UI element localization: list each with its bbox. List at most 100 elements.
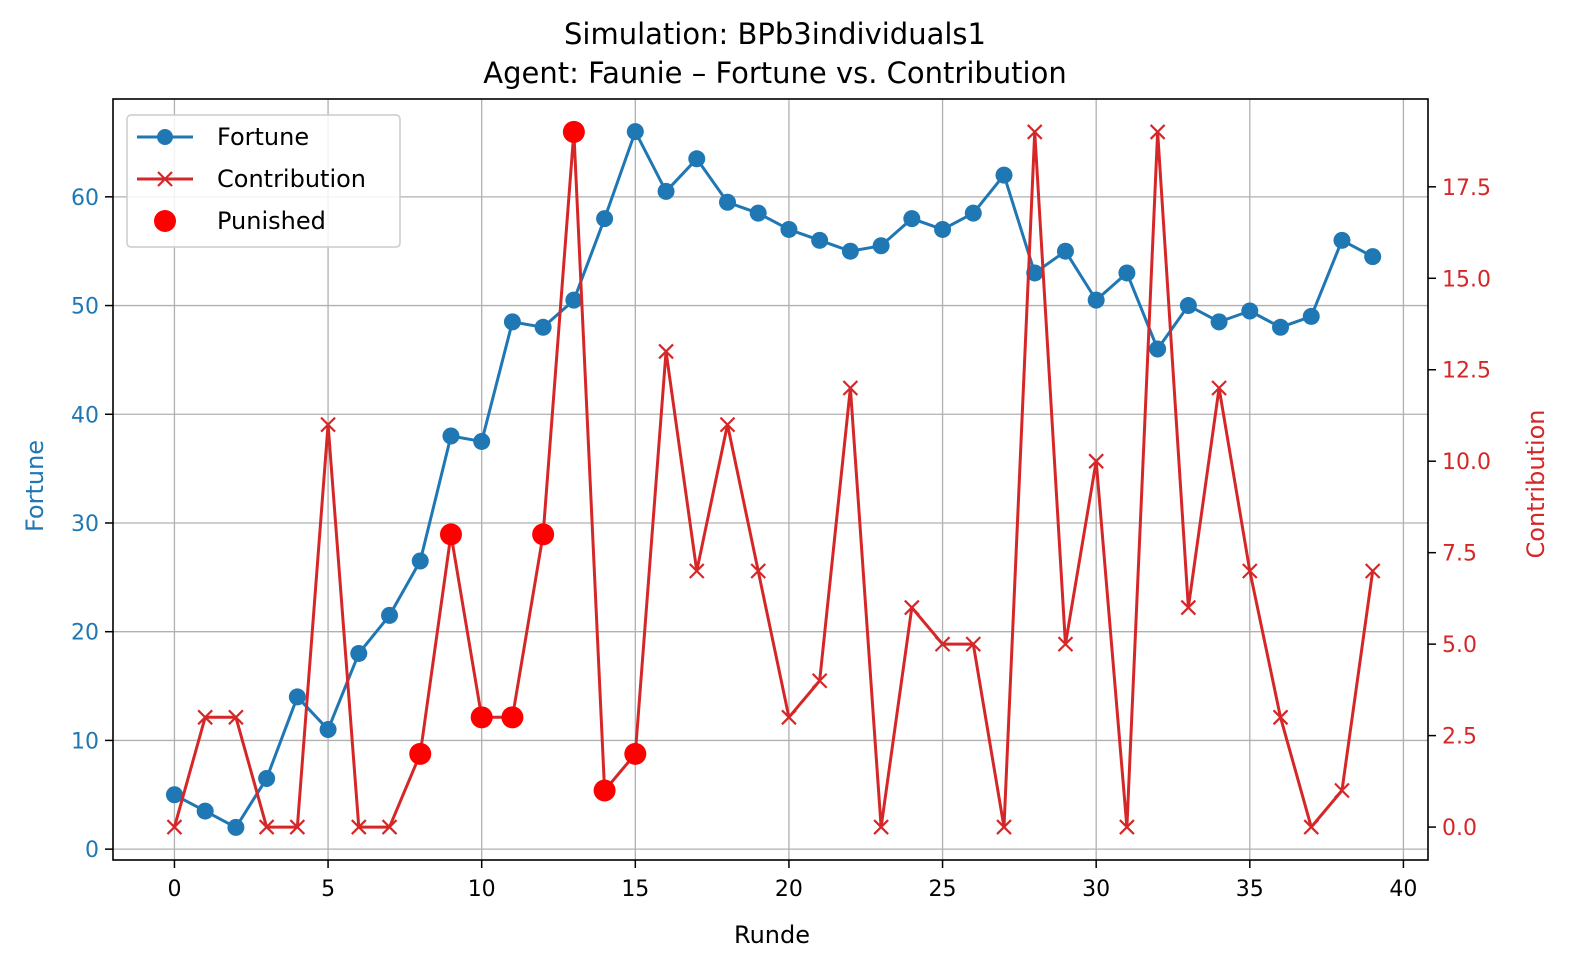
x-tick-label: 10 bbox=[468, 877, 496, 902]
legend-fortune-label: Fortune bbox=[217, 123, 309, 151]
fortune-point bbox=[319, 721, 337, 739]
legend: Fortune Contribution Punished bbox=[126, 114, 401, 248]
contribution-point bbox=[351, 819, 367, 835]
punished-series bbox=[409, 120, 647, 802]
y-right-tick-label: 10.0 bbox=[1442, 450, 1491, 475]
fortune-point bbox=[780, 220, 798, 238]
fortune-point bbox=[258, 769, 276, 787]
chart-subtitle: Agent: Faunie – Fortune vs. Contribution bbox=[483, 56, 1066, 90]
fortune-point bbox=[411, 552, 429, 570]
fortune-point bbox=[688, 150, 706, 168]
contribution-point bbox=[1303, 819, 1320, 835]
contribution-point bbox=[811, 672, 828, 689]
fortune-point bbox=[473, 432, 491, 450]
contribution-point bbox=[1057, 636, 1074, 652]
y-right-tick-label: 2.5 bbox=[1442, 725, 1477, 750]
y-left-axis-ticks: 0 10 20 30 40 50 60 bbox=[71, 186, 113, 863]
x-axis-ticks: 0 5 10 15 20 25 30 35 40 bbox=[167, 860, 1417, 902]
legend-fortune-marker bbox=[157, 129, 173, 145]
contribution-point bbox=[750, 563, 766, 579]
legend-item-fortune: Fortune bbox=[137, 123, 309, 151]
fortune-point bbox=[657, 182, 675, 200]
chart-title: Simulation: BPb3individuals1 bbox=[564, 17, 986, 51]
fortune-point bbox=[288, 688, 306, 706]
fortune-point bbox=[964, 204, 982, 222]
y-right-axis-label: Contribution bbox=[1522, 409, 1550, 558]
fortune-point bbox=[903, 210, 921, 228]
y-left-axis-label: Fortune bbox=[21, 440, 49, 532]
contribution-point bbox=[381, 819, 398, 835]
fortune-point bbox=[1056, 242, 1074, 260]
fortune-point bbox=[350, 644, 368, 662]
contribution-point bbox=[320, 416, 336, 433]
fortune-point bbox=[1149, 340, 1167, 358]
y-left-tick-label: 10 bbox=[71, 729, 99, 754]
y-left-tick-label: 50 bbox=[71, 295, 99, 320]
legend-punished-label: Punished bbox=[217, 207, 326, 235]
fortune-point bbox=[1179, 297, 1197, 315]
fortune-series bbox=[165, 123, 1382, 836]
fortune-point bbox=[381, 606, 399, 624]
y-right-tick-label: 5.0 bbox=[1442, 633, 1477, 658]
legend-contribution-label: Contribution bbox=[217, 165, 366, 193]
x-tick-label: 25 bbox=[929, 877, 957, 902]
y-right-axis-ticks: 0.0 2.5 5.0 7.5 10.0 12.5 15.0 17.5 bbox=[1428, 176, 1491, 841]
contribution-point bbox=[1364, 563, 1381, 579]
punished-point bbox=[439, 523, 462, 546]
punished-point bbox=[409, 742, 432, 765]
y-right-tick-label: 15.0 bbox=[1442, 267, 1491, 292]
fortune-point bbox=[534, 318, 552, 336]
punished-point bbox=[501, 706, 524, 729]
contribution-point bbox=[873, 819, 889, 835]
punished-point bbox=[470, 706, 493, 729]
x-tick-label: 20 bbox=[775, 877, 803, 902]
fortune-point bbox=[749, 204, 767, 222]
fortune-point bbox=[718, 193, 736, 211]
contribution-point bbox=[197, 709, 213, 726]
x-axis-label: Runde bbox=[734, 921, 810, 949]
contribution-point bbox=[1334, 782, 1350, 799]
fortune-point bbox=[1364, 248, 1382, 266]
contribution-point bbox=[965, 636, 982, 652]
contribution-point bbox=[1211, 380, 1227, 396]
fortune-point bbox=[227, 818, 245, 836]
fortune-point bbox=[1333, 231, 1351, 249]
x-tick-label: 40 bbox=[1389, 877, 1417, 902]
contribution-point bbox=[781, 709, 797, 726]
contribution-point bbox=[904, 599, 920, 616]
contribution-point bbox=[688, 563, 705, 579]
contribution-point bbox=[719, 416, 736, 433]
fortune-point bbox=[1241, 302, 1259, 320]
y-right-tick-label: 0.0 bbox=[1442, 816, 1477, 841]
fortune-point bbox=[872, 237, 890, 255]
contribution-point bbox=[1149, 124, 1166, 140]
legend-item-contribution: Contribution bbox=[137, 165, 366, 193]
x-tick-label: 35 bbox=[1236, 877, 1264, 902]
punished-point bbox=[532, 523, 555, 546]
fortune-point bbox=[196, 802, 214, 820]
y-left-tick-label: 20 bbox=[71, 621, 99, 646]
contribution-point bbox=[258, 819, 275, 835]
y-left-tick-label: 60 bbox=[71, 186, 99, 211]
legend-item-punished: Punished bbox=[154, 207, 326, 235]
fortune-point bbox=[1272, 318, 1290, 336]
contribution-point bbox=[289, 819, 306, 835]
contribution-point bbox=[1272, 709, 1289, 726]
fortune-line bbox=[173, 130, 1374, 829]
contribution-point bbox=[228, 709, 244, 726]
x-tick-label: 15 bbox=[621, 877, 649, 902]
x-tick-label: 30 bbox=[1082, 877, 1110, 902]
legend-box bbox=[126, 114, 401, 248]
legend-punished-marker bbox=[154, 210, 176, 232]
contribution-point bbox=[166, 819, 183, 835]
fortune-point bbox=[596, 210, 614, 228]
fortune-point bbox=[1118, 264, 1136, 282]
y-right-tick-label: 17.5 bbox=[1442, 176, 1491, 201]
contribution-point bbox=[1180, 599, 1197, 616]
y-left-tick-label: 40 bbox=[71, 403, 99, 428]
punished-point bbox=[562, 120, 585, 143]
contribution-point bbox=[996, 819, 1012, 835]
contribution-line bbox=[173, 130, 1375, 829]
